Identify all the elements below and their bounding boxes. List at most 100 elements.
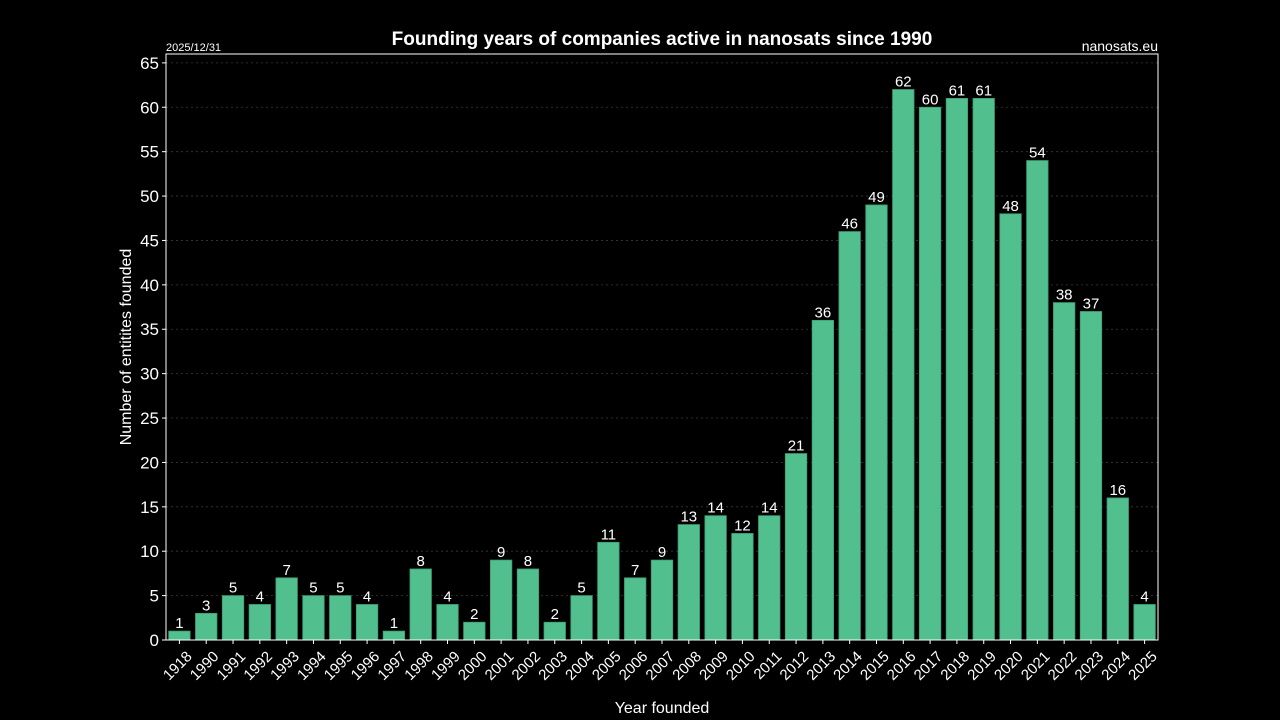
data-label-1994: 5 xyxy=(309,580,317,597)
plot-frame xyxy=(165,53,1159,641)
bar-2007 xyxy=(650,559,674,641)
x-tick-label-2024: 2024 xyxy=(1098,648,1134,684)
x-tick-label-2017: 2017 xyxy=(911,648,947,684)
x-tick-label-1998: 1998 xyxy=(401,648,437,684)
data-label-2003: 2 xyxy=(551,606,559,623)
y-tick-label-0: 0 xyxy=(150,631,159,650)
x-tick-label-2018: 2018 xyxy=(937,648,973,684)
y-tick-label-35: 35 xyxy=(140,320,159,339)
data-label-2007: 9 xyxy=(658,544,666,561)
x-tick-label-2000: 2000 xyxy=(455,648,491,684)
data-label-2012: 21 xyxy=(788,438,805,455)
data-label-2001: 9 xyxy=(497,544,505,561)
x-tick-label-2001: 2001 xyxy=(482,648,518,684)
x-tick-label-1996: 1996 xyxy=(348,648,384,684)
x-tick-label-1997: 1997 xyxy=(374,648,410,684)
data-label-2009: 14 xyxy=(707,500,724,517)
y-tick-label-10: 10 xyxy=(140,542,159,561)
x-tick-label-2008: 2008 xyxy=(669,648,705,684)
y-tick-label-5: 5 xyxy=(150,587,159,606)
bar-2013 xyxy=(811,319,834,641)
data-label-2013: 36 xyxy=(815,304,832,321)
bar-1992 xyxy=(248,604,271,641)
x-tick-label-2014: 2014 xyxy=(830,648,866,684)
x-tick-label-2025: 2025 xyxy=(1125,648,1161,684)
data-label-1998: 8 xyxy=(417,553,425,570)
x-tick-label-2021: 2021 xyxy=(1018,648,1054,684)
data-label-2019: 61 xyxy=(975,82,992,99)
y-axis-label: Number of entitites founded xyxy=(118,249,135,446)
x-tick-label-1918: 1918 xyxy=(160,648,196,684)
data-label-1990: 3 xyxy=(202,597,210,614)
y-axis-ticks: 0 5 10 15 20 25 30 35 40 45 50 55 60 65 xyxy=(140,54,166,650)
data-label-1918: 1 xyxy=(175,615,183,632)
bar-2008 xyxy=(677,524,700,641)
bar-1994 xyxy=(302,595,325,641)
data-label-2025: 4 xyxy=(1140,588,1148,605)
bar-2022 xyxy=(1053,302,1076,641)
data-label-2018: 61 xyxy=(949,82,966,99)
data-label-2005: 11 xyxy=(601,526,617,543)
y-tick-label-25: 25 xyxy=(140,409,159,428)
data-label-1996: 4 xyxy=(363,588,371,605)
bar-1998 xyxy=(409,568,432,641)
x-tick-label-1991: 1991 xyxy=(214,648,250,684)
bar-1997 xyxy=(382,630,406,641)
bar-2023 xyxy=(1079,311,1103,641)
bar-2003 xyxy=(543,621,566,641)
data-label-2010: 12 xyxy=(734,517,751,534)
data-label-2014: 46 xyxy=(841,216,858,233)
y-tick-label-55: 55 xyxy=(140,143,159,162)
bar-2015 xyxy=(865,204,888,641)
data-label-2017: 60 xyxy=(922,91,939,108)
x-tick-label-1995: 1995 xyxy=(321,648,357,684)
data-label-1995: 5 xyxy=(336,580,344,597)
y-tick-label-65: 65 xyxy=(140,54,159,73)
bar-1993 xyxy=(275,577,298,641)
x-tick-label-1993: 1993 xyxy=(267,648,303,684)
x-tick-label-2006: 2006 xyxy=(616,648,652,684)
bar-1996 xyxy=(355,604,379,641)
y-tick-label-20: 20 xyxy=(140,453,159,472)
x-tick-label-2023: 2023 xyxy=(1072,648,1108,684)
chart-title: Founding years of companies active in na… xyxy=(392,29,933,50)
bar-2021 xyxy=(1026,160,1049,641)
y-tick-label-40: 40 xyxy=(140,276,159,295)
data-label-2022: 38 xyxy=(1056,287,1073,304)
bar-2020 xyxy=(999,213,1022,641)
chart-source: nanosats.eu xyxy=(1082,38,1158,54)
chart-date: 2025/12/31 xyxy=(166,42,221,54)
y-tick-label-30: 30 xyxy=(140,365,159,384)
data-label-2000: 2 xyxy=(470,606,478,623)
data-label-2015: 49 xyxy=(868,189,885,206)
x-axis-label: Year founded xyxy=(615,700,710,717)
y-tick-label-45: 45 xyxy=(140,231,159,250)
x-axis-ticks: 1918199019911992199319941995199619971998… xyxy=(160,640,1161,684)
y-tick-label-15: 15 xyxy=(140,498,159,517)
x-tick-label-2016: 2016 xyxy=(884,648,920,684)
x-tick-label-2015: 2015 xyxy=(857,648,893,684)
y-tick-label-60: 60 xyxy=(140,98,159,117)
data-label-2008: 13 xyxy=(680,509,697,526)
bar-2006 xyxy=(624,577,647,641)
bar-2000 xyxy=(463,621,486,641)
bar-2014 xyxy=(838,231,861,641)
bar-1990 xyxy=(195,612,218,641)
bar-2010 xyxy=(731,533,754,641)
x-tick-label-2011: 2011 xyxy=(751,648,786,683)
x-tick-label-1994: 1994 xyxy=(294,648,330,684)
bar-2012 xyxy=(784,453,808,641)
x-tick-label-2005: 2005 xyxy=(589,648,625,684)
x-tick-label-2020: 2020 xyxy=(991,648,1027,684)
data-label-1992: 4 xyxy=(256,588,264,605)
data-label-1991: 5 xyxy=(229,580,237,597)
data-label-2002: 8 xyxy=(524,553,532,570)
x-tick-label-2004: 2004 xyxy=(562,648,598,684)
bar-1918 xyxy=(168,630,191,641)
bar-1995 xyxy=(329,595,352,641)
x-tick-label-2010: 2010 xyxy=(723,648,759,684)
x-tick-label-2022: 2022 xyxy=(1045,648,1081,684)
x-tick-label-2019: 2019 xyxy=(964,648,1000,684)
